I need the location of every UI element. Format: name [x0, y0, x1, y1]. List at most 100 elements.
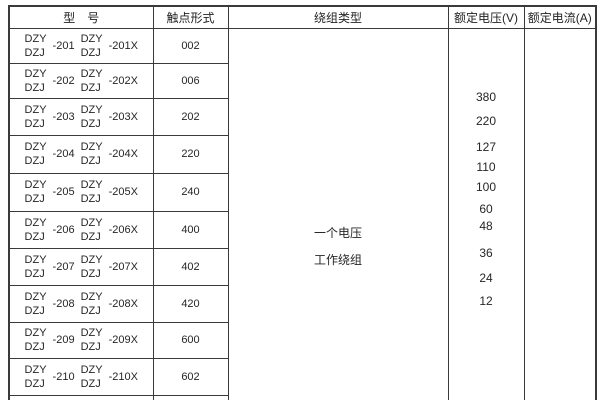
model-number-x: -205X: [108, 186, 138, 198]
model-prefix: DZJ: [24, 193, 45, 205]
model-prefix: DZY: [24, 327, 47, 339]
contact-cell: 220: [152, 134, 229, 174]
contact-cell: [152, 394, 229, 400]
model-prefix: DZJ: [80, 304, 101, 317]
model-prefix: DZJ: [80, 377, 101, 390]
model-prefix: DZJ: [80, 341, 101, 353]
model-cell: DZY DZJ -209 DZY DZJ -209X: [8, 321, 154, 359]
model-number: -205: [52, 186, 75, 198]
contact-cell: 602: [152, 357, 229, 396]
model-prefix: DZJ: [24, 230, 45, 243]
model-prefix: DZY: [80, 290, 103, 303]
table-row: DZY DZJ -206 DZY DZJ -206X 400: [8, 210, 596, 249]
model-number-x: -207X: [108, 260, 138, 273]
model-prefix: DZJ: [80, 193, 101, 205]
contact-cell: 002: [152, 27, 229, 64]
model-prefix: DZJ: [24, 155, 45, 167]
model-prefix-stack: DZY DZJ: [81, 140, 103, 168]
model-prefix: DZJ: [24, 117, 45, 130]
model-prefix: DZJ: [80, 267, 101, 280]
voltage-value: 48: [479, 218, 493, 233]
model-prefix-stack: DZY DZJ: [81, 103, 103, 131]
voltage-value: 127: [475, 139, 497, 154]
voltage-value: 24: [479, 270, 493, 285]
model-prefix-stack: DZY DZJ: [81, 253, 103, 281]
model-cell: DZY DZJ -207 DZY DZJ -207X: [8, 247, 154, 286]
contact-cell: 402: [152, 247, 229, 286]
col-header-current: 额定电流(A): [523, 5, 597, 29]
model-prefix: DZJ: [80, 117, 101, 130]
contact-cell: 202: [152, 97, 229, 136]
model-prefix: DZJ: [24, 377, 45, 390]
table-row: DZY DZJ -203 DZY DZJ -203X 202: [8, 97, 596, 136]
model-prefix: DZY: [80, 141, 103, 153]
winding-cell: 一个电压 工作绕组: [227, 27, 449, 400]
contact-cell: 240: [152, 172, 229, 212]
model-cell: [8, 394, 154, 400]
model-prefix-stack: DZY DZJ: [81, 216, 103, 244]
voltage-value: 60: [479, 201, 493, 216]
model-prefix: DZJ: [80, 155, 101, 167]
col-header-voltage: 额定电压(V): [447, 5, 525, 29]
table-row: DZY DZJ -209 DZY DZJ -209X 600: [8, 321, 596, 359]
model-number: -207: [52, 260, 75, 273]
winding-line: 工作绕组: [313, 252, 362, 267]
model-number-x: -201X: [108, 39, 138, 52]
model-cell: DZY DZJ -203 DZY DZJ -203X: [8, 97, 154, 136]
model-prefix: DZY: [80, 103, 103, 116]
model-prefix: DZY: [24, 290, 47, 303]
model-prefix: DZY: [80, 216, 103, 229]
model-prefix-stack: DZY DZJ: [81, 67, 103, 95]
model-prefix: DZY: [80, 363, 103, 376]
model-prefix: DZY: [24, 179, 47, 191]
model-prefix-stack: DZY DZJ: [25, 103, 47, 131]
model-prefix: DZY: [24, 67, 47, 80]
model-prefix-stack: DZY DZJ: [25, 32, 47, 60]
model-number: -204: [52, 148, 75, 160]
model-cell: DZY DZJ -202 DZY DZJ -202X: [8, 62, 154, 99]
model-prefix-stack: DZY DZJ: [81, 32, 103, 60]
model-prefix-stack: DZY DZJ: [25, 363, 47, 391]
model-prefix: DZY: [24, 253, 47, 266]
model-cell: DZY DZJ -204 DZY DZJ -204X: [8, 134, 154, 174]
model-prefix: DZY: [24, 216, 47, 229]
model-number: -210: [52, 370, 75, 383]
model-number-x: -209X: [108, 334, 138, 346]
voltage-value: 380: [475, 89, 497, 104]
model-number-x: -208X: [108, 297, 138, 310]
model-prefix: DZJ: [24, 267, 45, 280]
model-prefix-stack: DZY DZJ: [25, 140, 47, 168]
model-cell: DZY DZJ -205 DZY DZJ -205X: [8, 172, 154, 212]
model-prefix: DZY: [24, 363, 47, 376]
model-prefix-stack: DZY DZJ: [25, 253, 47, 281]
model-prefix-stack: DZY DZJ: [25, 67, 47, 95]
col-header-winding: 绕组类型: [227, 5, 449, 29]
model-prefix: DZJ: [24, 46, 45, 59]
model-prefix-stack: DZY DZJ: [25, 326, 47, 354]
voltage-value: 100: [475, 179, 497, 194]
model-prefix: DZY: [80, 253, 103, 266]
voltage-value: 110: [476, 159, 496, 174]
model-number: -206: [52, 223, 75, 236]
model-prefix: DZY: [80, 327, 103, 339]
model-prefix-stack: DZY DZJ: [81, 363, 103, 391]
model-prefix-stack: DZY DZJ: [25, 290, 47, 318]
current-cell: [523, 27, 597, 400]
contact-cell: 600: [152, 321, 229, 359]
model-prefix: DZJ: [80, 81, 101, 94]
table-row: DZY DZJ -208 DZY DZJ -208X 420: [8, 284, 596, 323]
model-prefix: DZY: [80, 67, 103, 80]
col-header-contact: 触点形式: [152, 5, 229, 29]
model-number: -209: [52, 334, 75, 346]
table-row: DZY DZJ -202 DZY DZJ -202X 006: [8, 62, 596, 99]
contact-cell: 400: [152, 210, 229, 249]
model-cell: DZY DZJ -208 DZY DZJ -208X: [8, 284, 154, 323]
model-prefix: DZY: [80, 179, 103, 191]
model-prefix-stack: DZY DZJ: [25, 216, 47, 244]
model-number-x: -204X: [108, 148, 138, 160]
model-number: -203: [52, 110, 75, 123]
table-row: DZY DZJ -204 DZY DZJ -204X 220: [8, 134, 596, 174]
winding-line: 一个电压: [313, 225, 362, 240]
model-prefix-stack: DZY DZJ: [81, 178, 103, 206]
